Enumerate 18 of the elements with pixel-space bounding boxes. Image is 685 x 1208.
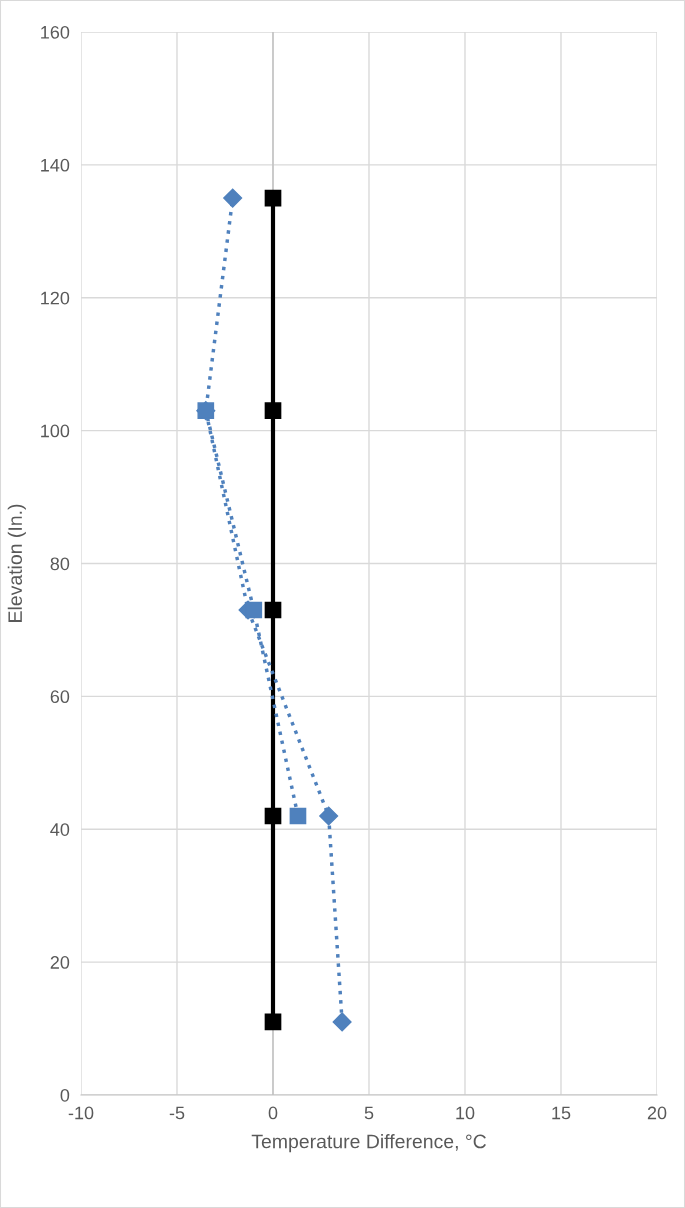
x-tick-label: 5 <box>364 1106 374 1120</box>
x-tick-label: 15 <box>552 1106 571 1120</box>
x-tick-label: 20 <box>647 1106 667 1120</box>
y-tick-label: 60 <box>50 690 70 704</box>
y-tick-label: 80 <box>50 557 70 571</box>
y-tick-label: 120 <box>41 291 70 305</box>
y-axis-title: Elevation (In.) <box>7 504 26 622</box>
y-tick-label: 140 <box>41 158 70 172</box>
x-tick-label: 10 <box>456 1106 475 1120</box>
y-tick-label: 100 <box>41 424 70 438</box>
x-tick-label: -5 <box>169 1106 185 1120</box>
x-axis-title: Temperature Difference, °C <box>251 1134 486 1153</box>
x-tick-label: 0 <box>268 1106 278 1120</box>
x-tick-label: -10 <box>68 1106 94 1120</box>
y-tick-label: 0 <box>60 1088 70 1102</box>
y-tick-label: 160 <box>41 25 70 39</box>
y-tick-label: 20 <box>50 956 70 969</box>
y-tick-label: 40 <box>50 823 70 836</box>
